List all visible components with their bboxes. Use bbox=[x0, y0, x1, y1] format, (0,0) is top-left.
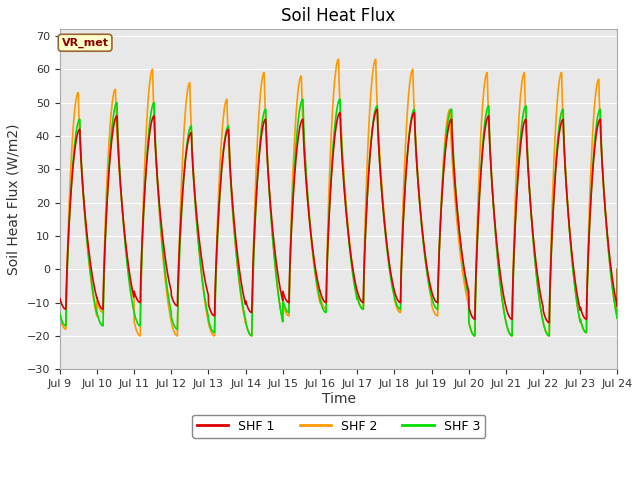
SHF 1 bbox=[479, 142, 487, 148]
SHF 1 bbox=[584, 280, 591, 286]
SHF 2 bbox=[372, 56, 380, 62]
SHF 1 bbox=[373, 107, 381, 112]
Text: VR_met: VR_met bbox=[61, 37, 109, 48]
SHF 3 bbox=[545, 333, 553, 339]
SHF 3 bbox=[56, 310, 63, 316]
SHF 3 bbox=[245, 331, 253, 336]
SHF 3 bbox=[479, 136, 487, 142]
SHF 2 bbox=[584, 280, 591, 286]
SHF 3 bbox=[463, 288, 471, 294]
SHF 2 bbox=[590, 108, 598, 114]
SHF 1 bbox=[614, 266, 621, 272]
SHF 2 bbox=[463, 297, 471, 302]
SHF 2 bbox=[56, 313, 63, 319]
Title: Soil Heat Flux: Soil Heat Flux bbox=[282, 7, 396, 25]
SHF 3 bbox=[336, 96, 344, 102]
X-axis label: Time: Time bbox=[321, 392, 356, 406]
SHF 1 bbox=[320, 298, 328, 303]
SHF 1 bbox=[463, 283, 471, 289]
Legend: SHF 1, SHF 2, SHF 3: SHF 1, SHF 2, SHF 3 bbox=[192, 415, 485, 438]
SHF 3 bbox=[590, 145, 598, 151]
SHF 2 bbox=[614, 266, 621, 272]
SHF 2 bbox=[320, 304, 328, 310]
SHF 2 bbox=[479, 95, 487, 101]
Line: SHF 1: SHF 1 bbox=[60, 109, 618, 323]
SHF 3 bbox=[320, 308, 328, 313]
Y-axis label: Soil Heat Flux (W/m2): Soil Heat Flux (W/m2) bbox=[7, 123, 21, 275]
SHF 1 bbox=[245, 308, 253, 313]
SHF 1 bbox=[590, 151, 598, 157]
Line: SHF 2: SHF 2 bbox=[60, 59, 618, 336]
SHF 3 bbox=[614, 266, 621, 272]
Line: SHF 3: SHF 3 bbox=[60, 99, 618, 336]
SHF 1 bbox=[56, 295, 63, 301]
SHF 2 bbox=[545, 333, 553, 339]
SHF 1 bbox=[545, 320, 553, 325]
SHF 3 bbox=[584, 289, 591, 295]
SHF 2 bbox=[245, 330, 253, 336]
